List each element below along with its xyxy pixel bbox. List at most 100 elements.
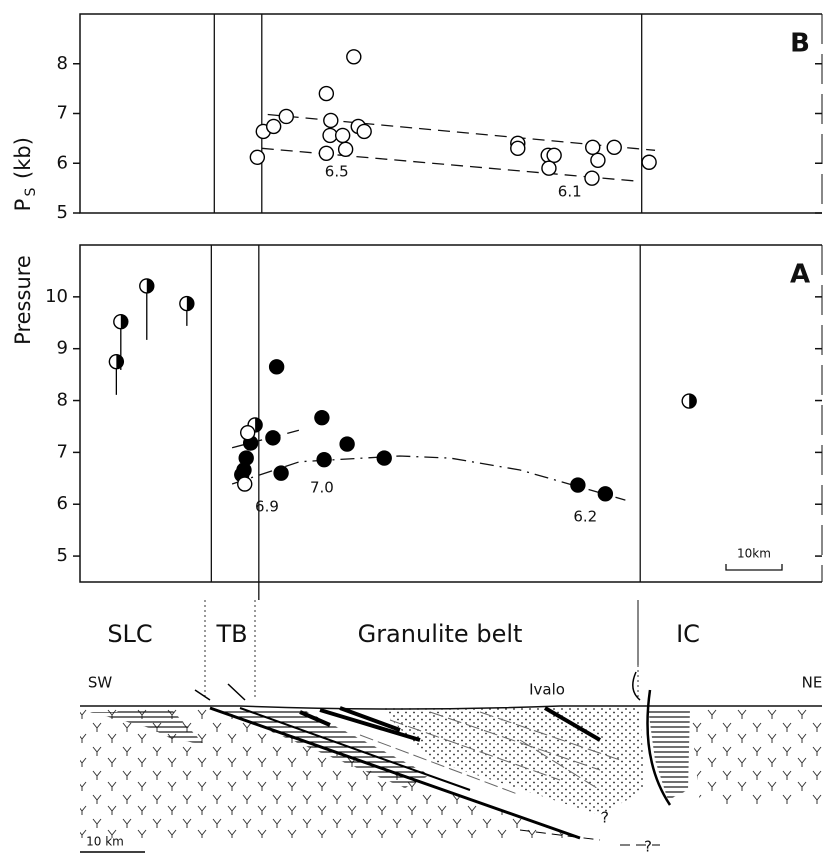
data-point [597,486,614,502]
place-label: Ivalo [529,681,565,699]
data-point [541,160,557,176]
marker-outline [265,430,281,446]
marker-outline [337,141,354,158]
region-label: Granulite belt [358,620,523,648]
marker-outline [278,108,294,125]
data-point [265,430,281,446]
marker-outline [249,149,266,165]
y-label-unit: (kb) [11,137,35,179]
marker-outline [510,140,526,157]
marker-half [116,354,124,369]
sediments [380,708,645,815]
data-point [334,127,351,144]
marker-outline [316,451,332,468]
panel-label: A [790,260,810,290]
unknown-label: ? [601,809,609,827]
annotation: 6.2 [573,508,597,526]
marker-outline [590,152,606,168]
thrust [239,707,471,791]
fault [646,689,672,806]
annotation: 7.0 [310,479,334,497]
data-point [113,314,129,330]
y-tick-label: 7 [57,103,68,124]
y-tick-label: 7 [57,441,68,462]
data-point [323,112,339,129]
data-point [546,147,562,163]
data-point [237,476,253,492]
data-point [318,145,335,162]
data-point [239,424,256,441]
data-point [641,154,657,170]
y-tick-label: 6 [57,152,68,173]
data-point [339,436,355,452]
y-label-subscript: S [23,187,39,196]
y-tick-label: 6 [57,493,68,514]
data-point [606,139,622,156]
y-tick-label: 5 [57,202,68,223]
direction-label: SW [88,674,113,692]
marker-outline [356,123,372,140]
y-label-main: Pressure [11,255,35,345]
data-point [570,477,586,493]
data-point [584,170,600,186]
marker-outline [376,450,392,466]
data-point [278,108,294,125]
region-label: TB [215,620,247,648]
thrust-extension [519,829,660,846]
data-point [510,140,526,157]
scale-label: 10 km [86,835,124,849]
region-label: SLC [107,620,152,648]
marker-outline [641,154,657,170]
data-point [316,451,332,468]
data-point [318,85,335,102]
marker-outline [585,139,601,156]
data-point [273,465,289,481]
marker-outline [546,147,562,163]
annotation: 6.5 [325,163,349,181]
data-point [356,123,372,140]
data-point [585,139,601,156]
unknown-label: ? [644,838,652,856]
marker-outline [334,127,351,144]
data-point [139,278,155,294]
y-tick-label: 10 [45,286,68,307]
marker-half [255,417,263,432]
region-label: IC [676,620,700,648]
slc-lens [90,708,205,745]
marker-half [120,314,128,329]
marker-outline [339,436,355,452]
marker-outline [606,139,622,156]
marker-outline [273,465,289,481]
marker-outline [322,127,338,144]
marker-half [146,278,154,293]
marker-outline [323,112,339,129]
data-point [314,409,330,426]
data-point [268,359,285,375]
ic-hatch [648,708,690,800]
cross-section: SLC TB Granulite belt IC SW NE Ivalo ? ?… [80,600,822,856]
panel-label: B [790,29,810,59]
y-label-symbol: P [11,199,35,212]
basement-left [80,708,575,838]
marker-outline [239,424,256,441]
data-point [590,152,606,168]
marker-outline [314,409,330,426]
data-point [108,353,125,370]
data-point [376,450,392,466]
data-point [265,118,282,135]
data-point [179,295,195,312]
y-tick-label: 5 [57,545,68,566]
data-point [681,393,697,409]
scale-label: 10km [737,547,771,561]
panel-frame [79,13,822,214]
marker-half [186,296,194,311]
data-point [346,49,362,65]
surface [80,705,822,710]
y-tick-label: 8 [57,53,68,74]
annotation: 6.9 [255,497,279,515]
marker-outline [318,145,335,162]
data-point [337,141,354,158]
thrust [209,706,581,840]
marker-outline [265,118,282,135]
